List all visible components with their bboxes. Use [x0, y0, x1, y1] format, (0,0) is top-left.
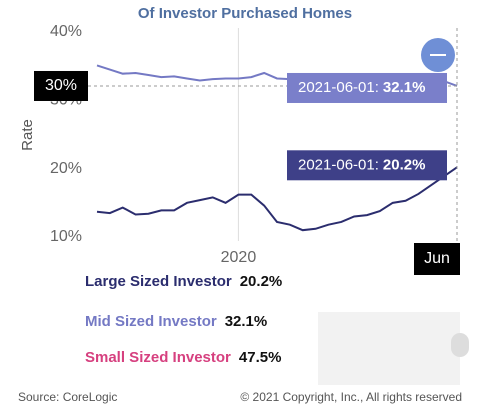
tooltip-text: 2021-06-01: 20.2%	[298, 156, 425, 173]
chart-title: Of Investor Purchased Homes	[138, 5, 352, 22]
tooltip-box	[287, 150, 447, 181]
tooltip-text: 2021-06-01: 32.1%	[298, 79, 425, 96]
y-tick-label: 10%	[50, 228, 82, 245]
y-axis-label: Rate	[19, 119, 36, 151]
tooltip-value: 20.2%	[383, 156, 426, 173]
tooltip-date: 2021-06-01:	[298, 79, 379, 96]
legend-value: 32.1%	[225, 313, 268, 330]
y-tick-label: 20%	[50, 160, 82, 177]
crosshair-y-box	[34, 70, 88, 101]
legend-value: 47.5%	[239, 349, 282, 366]
crosshair-x-label: Jun	[424, 250, 450, 267]
legend-name: Mid Sized Investor	[85, 313, 217, 330]
crosshair-x-box	[414, 243, 460, 275]
legend-name: Large Sized Investor	[85, 273, 232, 290]
legend-name: Small Sized Investor	[85, 349, 231, 366]
legend-value: 20.2%	[240, 273, 283, 290]
tooltip-value: 32.1%	[383, 79, 426, 96]
source: Source: CoreLogic	[18, 390, 117, 404]
tooltip-date: 2021-06-01:	[298, 156, 379, 173]
copyright: © 2021 Copyright, Inc., All rights reser…	[240, 390, 462, 404]
scroll-handle[interactable]	[451, 333, 469, 357]
crosshair-y-label: 30%	[45, 77, 77, 94]
tooltip-box	[287, 72, 447, 103]
y-tick-label: 40%	[50, 23, 82, 40]
x-tick-label: 2020	[221, 249, 257, 266]
navigator-panel	[318, 312, 460, 385]
series-line	[96, 166, 458, 232]
